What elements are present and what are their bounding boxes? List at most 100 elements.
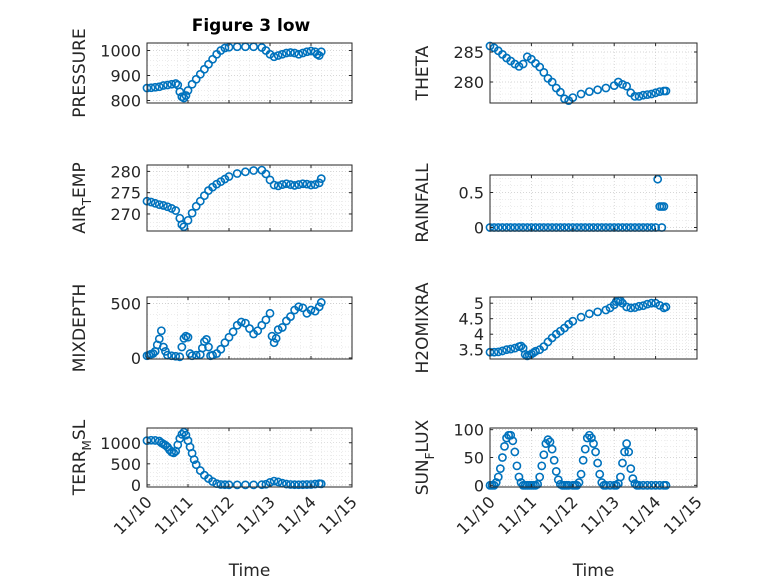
data-point [655,87,665,96]
data-point [316,47,326,57]
data-point [148,349,158,358]
data-point [177,220,187,230]
data-point [576,469,586,479]
data-point [286,180,295,189]
data-point [220,338,230,348]
data-point [626,303,636,313]
data-point [171,206,181,215]
subplot-rainfall: 0 0.5 RAINFALL [413,163,698,243]
y-tick-label: 1000 [100,434,141,453]
data-point [298,480,308,490]
y-axis-label: TERRMSL [70,419,94,496]
data-point [277,49,287,59]
data-point [158,201,168,210]
data-point [605,480,615,490]
data-point [281,479,291,489]
data-point [642,299,652,309]
data-point [634,92,644,101]
data-point [150,82,160,92]
y-tick-label: 270 [110,205,141,224]
axes-frame [489,174,698,232]
data-point [286,312,295,321]
data-point [310,180,320,189]
data-point [493,347,503,357]
y-axis-label: MIXDEPTH [70,284,90,373]
data-point [163,80,172,90]
y-tick-label: 4 [474,325,484,344]
data-point [512,461,522,471]
data-point [273,51,283,60]
data-point [622,81,632,91]
data-point [249,166,258,175]
data-point [539,450,549,460]
data-point [154,200,164,209]
data-point [191,460,201,470]
data-point [281,48,291,58]
y-tick-label: 0.5 [459,184,484,203]
data-point [628,474,638,484]
data-point [568,316,578,326]
series-markers [142,42,326,103]
data-point [584,87,594,96]
data-point [224,480,234,490]
subplot-air_temp: 270 275 280 AIRTEMP [70,162,353,234]
data-point [245,324,254,333]
data-point [574,478,584,487]
data-point [181,430,191,440]
data-point [171,351,181,361]
data-point [298,303,308,313]
data-point [580,444,590,454]
data-point [638,90,648,100]
data-point [638,480,648,490]
data-point [647,480,656,490]
data-point [294,180,304,189]
data-point [294,480,304,490]
data-point [601,83,611,93]
y-tick-label: 280 [453,73,484,92]
y-tick-label: 900 [110,67,141,86]
data-point [199,337,209,346]
data-point [630,303,640,312]
data-point [593,458,603,468]
subplot-theta: 280 285 THETA [413,41,698,105]
y-tick-label: 280 [110,162,141,181]
data-point [202,335,211,344]
data-point [269,180,279,190]
data-point [195,196,205,206]
y-axis-label: PRESSURE [70,28,90,117]
y-tick-label: 100 [453,421,484,440]
data-point [495,464,505,474]
data-point [306,480,316,489]
axes-frame [146,164,353,232]
series-markers [485,430,671,490]
data-point [618,80,627,89]
data-point [294,302,304,312]
y-tick-label: 500 [110,455,141,474]
data-point [150,198,160,208]
data-point [163,202,172,212]
data-point [216,480,226,489]
data-point [653,174,663,184]
data-point [537,461,547,471]
data-point [578,455,588,465]
data-point [560,94,569,104]
y-tick-label: 800 [110,92,141,111]
y-tick-label: 3.5 [459,341,484,360]
series-markers [485,41,671,105]
data-point [555,87,565,97]
data-point [651,480,660,490]
data-point [489,347,499,357]
data-point [601,480,611,490]
y-tick-label: 0 [474,476,484,495]
data-point [177,429,187,439]
data-point [634,301,644,311]
data-point [647,298,656,308]
data-point [576,312,586,322]
data-point [236,317,246,327]
data-point [589,439,598,448]
data-point [543,435,553,445]
data-point [506,430,516,440]
data-point [175,352,185,362]
data-point [516,341,526,351]
